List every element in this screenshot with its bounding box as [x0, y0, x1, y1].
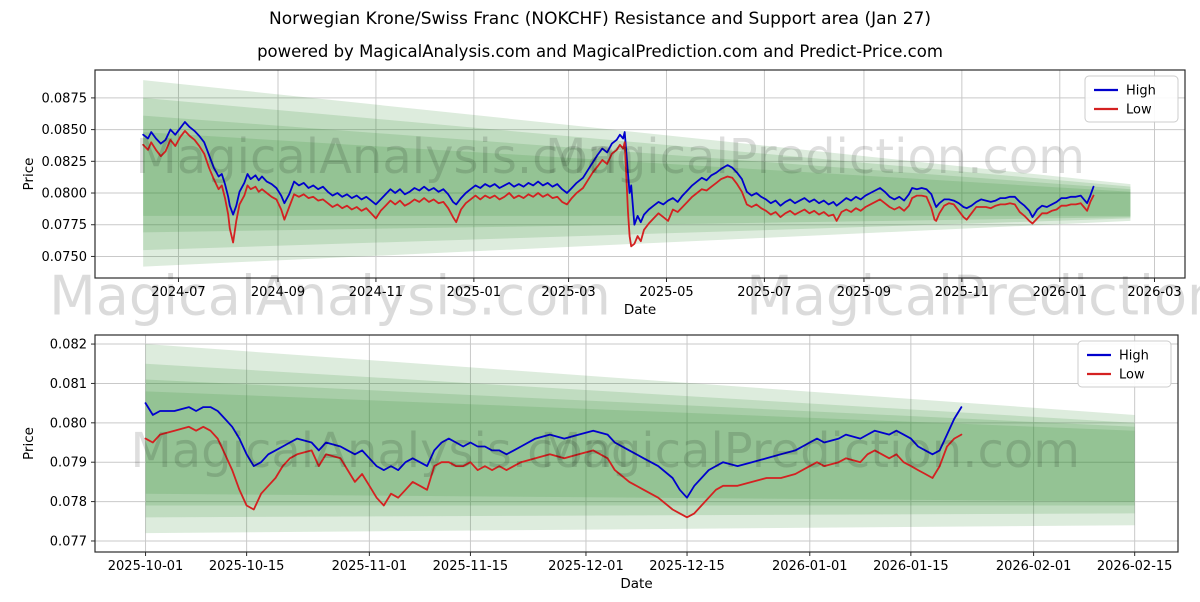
high-line	[142, 121, 1095, 226]
x-tick-label: 2025-10-01	[108, 559, 184, 574]
x-tick-label: 2025-05	[639, 285, 693, 300]
y-tick-label: 0.078	[50, 495, 87, 510]
y-tick-label: 0.080	[50, 416, 87, 431]
y-tick-label: 0.0825	[42, 155, 88, 170]
x-tick-label: 2026-01	[1033, 285, 1087, 300]
y-tick-label: 0.079	[50, 456, 87, 471]
x-tick-label: 2025-11-15	[433, 559, 509, 574]
y-tick-label: 0.0750	[42, 250, 88, 265]
price-chart-bottom: 2025-10-01 2025-10-15 2025-11-01 2025-11-15…	[0, 326, 1200, 602]
y-tick-label: 0.0800	[42, 187, 88, 202]
high-line	[144, 402, 963, 499]
x-tick-label: 2026-02-15	[1097, 559, 1173, 574]
x-tick-label: 2024-07	[151, 285, 205, 300]
x-tick-label: 2024-09	[251, 285, 305, 300]
legend	[1084, 75, 1179, 123]
y-tick-label: 0.081	[50, 377, 87, 392]
x-tick-label: 2025-12-15	[649, 559, 725, 574]
page-subtitle: powered by MagicalAnalysis.com and Magic…	[257, 42, 943, 61]
legend	[1077, 340, 1172, 388]
x-tick-label: 2025-10-15	[209, 559, 285, 574]
y-tick-label: 0.0875	[42, 91, 88, 106]
price-chart-top: 2024-07 2024-09 2024-11 2025-01 2025-03 2025-…	[0, 58, 1200, 324]
low-line	[142, 130, 1095, 248]
x-axis-label: Date	[624, 302, 656, 318]
y-tick-label: 0.0850	[42, 123, 88, 138]
x-tick-label: 2025-01	[447, 285, 501, 300]
x-tick-label: 2026-01-01	[772, 559, 848, 574]
y-axis-label: Price	[21, 427, 37, 460]
x-tick-label: 2025-12-01	[548, 559, 624, 574]
legend-label-low: Low	[1119, 368, 1145, 383]
x-tick-label: 2025-11-01	[332, 559, 408, 574]
x-tick-label: 2026-02-01	[996, 559, 1072, 574]
support-resistance-band	[145, 363, 1135, 518]
support-resistance-band	[145, 391, 1135, 502]
page-title: Norwegian Krone/Swiss Franc (NOKCHF) Res…	[269, 9, 931, 29]
legend-label-low: Low	[1126, 103, 1152, 118]
chart-canvas: 2024-07 2024-09 2024-11 2025-01 2025-03 2025-…	[21, 69, 1186, 318]
x-axis-label: Date	[620, 576, 652, 592]
x-tick-label: 2026-03	[1127, 285, 1181, 300]
x-tick-label: 2025-03	[541, 285, 595, 300]
x-tick-label: 2025-09	[837, 285, 891, 300]
x-tick-label: 2026-01-15	[873, 559, 949, 574]
y-tick-label: 0.077	[50, 534, 87, 549]
x-tick-label: 2024-11	[349, 285, 403, 300]
y-axis-label: Price	[21, 158, 37, 191]
y-tick-label: 0.0775	[42, 218, 88, 233]
support-resistance-band	[143, 80, 1131, 267]
low-line	[144, 425, 963, 519]
x-tick-label: 2025-11	[935, 285, 989, 300]
y-tick-label: 0.082	[50, 338, 87, 353]
support-resistance-band	[143, 97, 1131, 251]
legend-label-high: High	[1126, 84, 1156, 99]
support-resistance-band	[145, 379, 1135, 506]
support-resistance-band	[143, 132, 1131, 216]
chart-canvas: 2025-10-01 2025-10-15 2025-11-01 2025-11-15…	[21, 334, 1179, 592]
axes-frame	[94, 69, 1186, 279]
legend-label-high: High	[1119, 349, 1149, 364]
axes-frame	[94, 334, 1179, 553]
support-resistance-band	[145, 344, 1135, 534]
x-tick-label: 2025-07	[737, 285, 791, 300]
